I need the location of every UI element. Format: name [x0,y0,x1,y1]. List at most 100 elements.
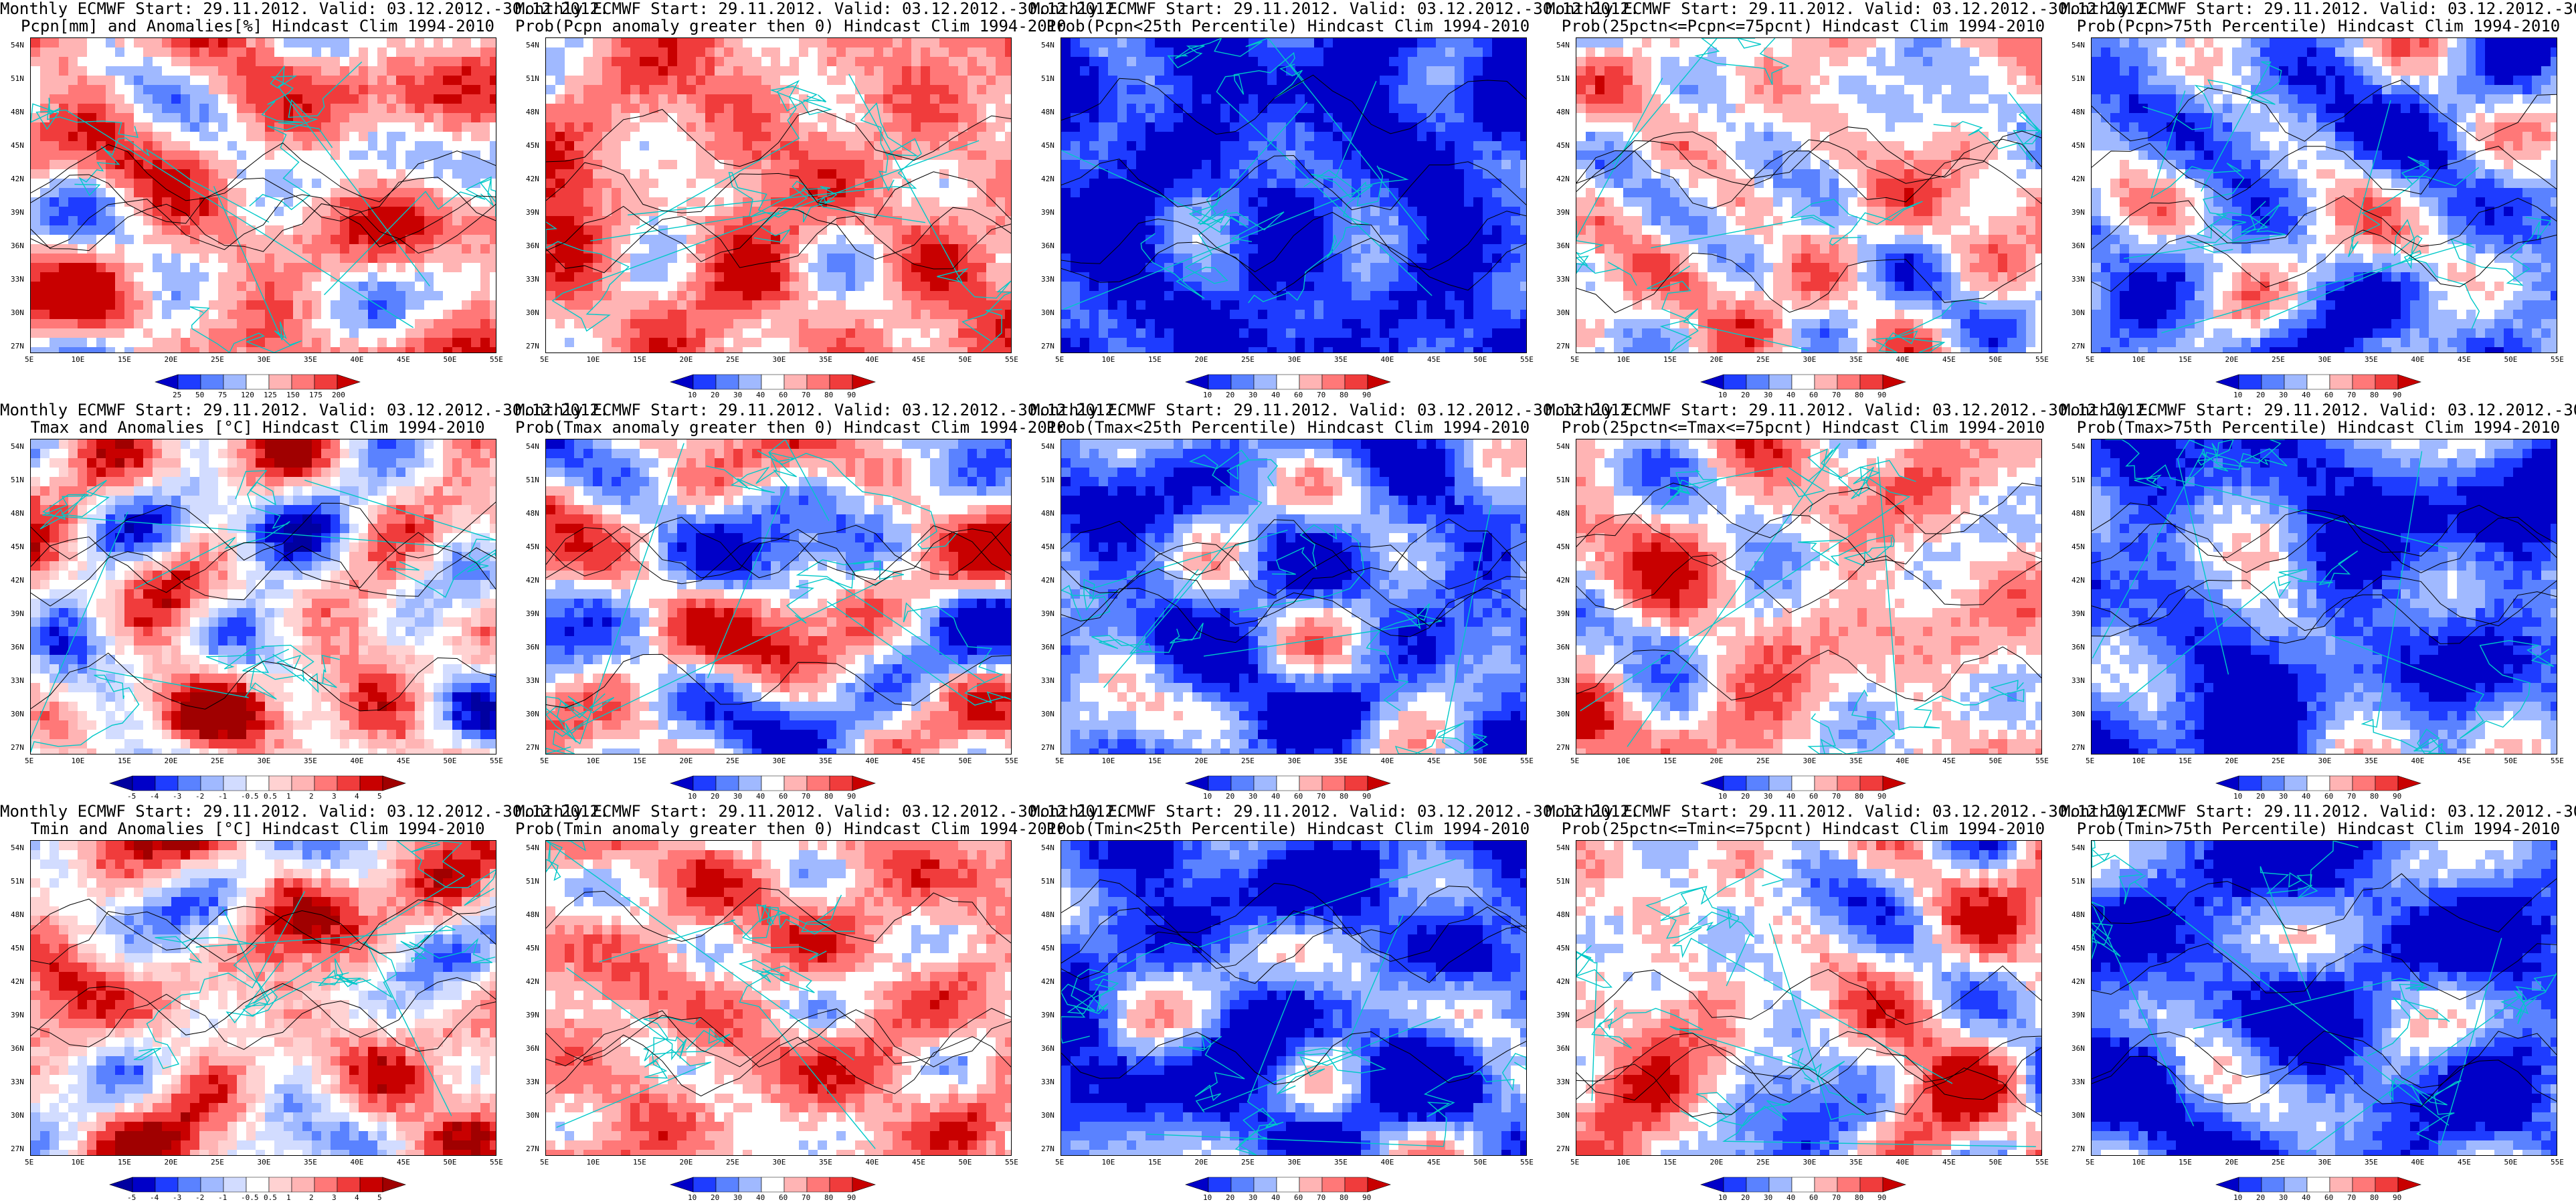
color-scale-swatch [1344,374,1368,390]
color-scale-label: 20 [711,792,719,801]
color-scale-swatch [1859,1177,1883,1193]
color-scale-swatch [1253,1177,1277,1193]
color-scale-swatch [784,1177,808,1193]
lon-tick-label: 5E [1055,1159,1064,1167]
lat-tick-label: 51N [2072,476,2085,484]
color-scale-label: 0.5 [264,792,277,801]
lat-tick-label: 42N [526,577,539,585]
color-scale-swatch [784,775,808,791]
lon-tick-label: 25E [726,1159,739,1167]
lat-tick-label: 39N [526,209,539,217]
color-scale-label: 60 [779,391,788,399]
color-scale-swatch [738,374,762,390]
lon-tick-label: 50E [959,1159,972,1167]
map-panel: Monthly ECMWF Start: 29.11.2012. Valid: … [2061,401,2576,803]
lat-tick-label: 54N [526,844,539,852]
color-scale-swatch [337,775,361,791]
color-scale-swatch [715,775,739,791]
lat-tick-label: 33N [1041,677,1054,685]
lat-tick-label: 45N [2072,944,2085,952]
color-scale-label: 90 [1877,792,1886,801]
lon-tick-label: 10E [587,757,600,765]
color-scale-swatch [1276,1177,1300,1193]
lon-tick-label: 40E [866,1159,879,1167]
lon-tick-label: 20E [2225,356,2239,364]
lat-tick-label: 48N [1556,911,1570,919]
color-scale-swatch [2329,1177,2353,1193]
color-scale-swatch [738,1177,762,1193]
lon-tick-label: 20E [1710,1159,1724,1167]
color-scale-swatch [291,1177,315,1193]
lat-tick-label: 30N [1556,309,1570,317]
color-scale-swatch [1230,1177,1255,1193]
color-scale-label: 30 [1249,1193,1257,1202]
forecast-map [545,439,1012,755]
color-scale-label: -2 [195,1193,204,1202]
lat-tick-label: 51N [1556,878,1570,886]
color-scale-swatch [1859,775,1883,791]
lat-tick-label: 51N [1556,476,1570,484]
lat-tick-label: 27N [1041,1145,1054,1153]
lat-tick-label: 36N [11,1045,24,1053]
color-scale-swatch [1185,374,1209,390]
color-scale-swatch [2284,775,2308,791]
color-scale-label: 80 [2370,792,2379,801]
lon-tick-label: 35E [2365,757,2378,765]
color-scale-swatch [1344,775,1368,791]
color-scale-bar [2215,775,2421,791]
color-scale-swatch [359,1177,383,1193]
lat-tick-label: 54N [1556,443,1570,451]
lon-tick-label: 30E [773,356,786,364]
lon-tick-label: 40E [1896,356,1910,364]
color-scale-swatch [1208,374,1232,390]
color-scale-swatch [2284,374,2308,390]
color-scale-label: 30 [1764,792,1772,801]
color-scale-label: 90 [1362,391,1371,399]
color-scale-label: 40 [2302,1193,2310,1202]
color-scale-label: 30 [733,792,742,801]
color-scale-label: 90 [1362,1193,1371,1202]
color-scale-swatch [2352,775,2376,791]
color-scale-bar [1700,1177,1906,1193]
color-scale-bar [1700,775,1906,791]
color-scale-swatch [1723,775,1747,791]
color-scale-swatch [1723,1177,1747,1193]
color-scale-label: -5 [127,792,136,801]
lon-tick-label: 5E [1570,1159,1579,1167]
color-scale-label: 80 [1340,1193,1348,1202]
color-scale-swatch [1276,775,1300,791]
lat-tick-label: 30N [526,309,539,317]
lat-tick-label: 33N [1556,1078,1570,1086]
lat-tick-label: 39N [526,610,539,618]
lat-tick-label: 36N [526,1045,539,1053]
lon-tick-label: 50E [1989,757,2003,765]
color-scale-label: 90 [1877,391,1886,399]
lon-tick-label: 45E [397,1159,410,1167]
lat-tick-label: 33N [2072,677,2085,685]
lat-tick-label: 30N [11,309,24,317]
lon-tick-label: 5E [540,757,549,765]
color-scale-swatch [715,374,739,390]
lon-tick-label: 30E [1803,1159,1817,1167]
forecast-map [30,840,496,1156]
color-scale-swatch [1208,1177,1232,1193]
color-scale-label: 80 [1340,792,1348,801]
lon-tick-label: 20E [2225,757,2239,765]
color-scale-label: 150 [286,391,300,399]
lon-tick-label: 50E [1989,356,2003,364]
color-scale-swatch [1230,374,1255,390]
color-scale-swatch [109,775,133,791]
lon-tick-label: 20E [680,757,693,765]
lon-tick-label: 15E [1148,356,1162,364]
color-scale-label: 40 [1271,391,1280,399]
lat-tick-label: 45N [526,543,539,551]
lat-tick-label: 27N [526,1145,539,1153]
color-scale-label: 80 [824,1193,833,1202]
color-scale-swatch [1299,1177,1323,1193]
color-scale-label: 70 [1832,1193,1841,1202]
color-scale-label: 20 [2256,391,2265,399]
color-scale-label: 60 [1809,391,1818,399]
lon-tick-label: 50E [444,356,457,364]
lat-tick-label: 27N [2072,744,2085,752]
color-scale-swatch [314,775,338,791]
